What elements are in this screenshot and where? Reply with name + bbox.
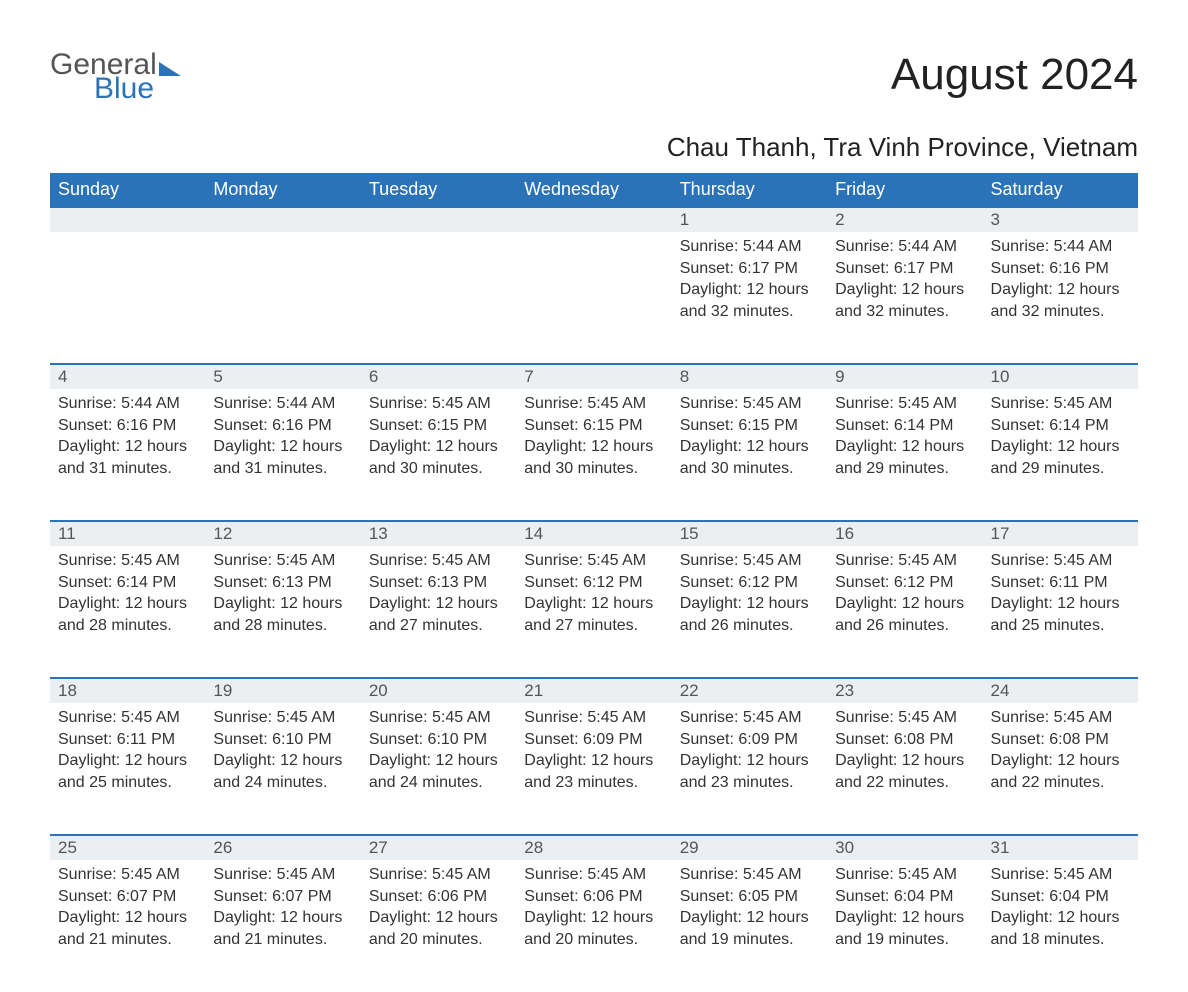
day-number-cell: 11 bbox=[50, 521, 205, 546]
day-header-row: Sunday Monday Tuesday Wednesday Thursday… bbox=[50, 173, 1138, 207]
col-saturday: Saturday bbox=[983, 173, 1138, 207]
day-number-cell: 22 bbox=[672, 678, 827, 703]
day-number-cell: 9 bbox=[827, 364, 982, 389]
page-title: August 2024 bbox=[891, 50, 1138, 100]
day-info-cell: Sunrise: 5:45 AMSunset: 6:14 PMDaylight:… bbox=[50, 546, 205, 678]
week-info-row: Sunrise: 5:45 AMSunset: 6:14 PMDaylight:… bbox=[50, 546, 1138, 678]
day-number-cell: 12 bbox=[205, 521, 360, 546]
day-number-cell: 5 bbox=[205, 364, 360, 389]
header: General Blue August 2024 bbox=[50, 50, 1138, 104]
day-info-cell: Sunrise: 5:45 AMSunset: 6:04 PMDaylight:… bbox=[983, 860, 1138, 992]
day-info-cell: Sunrise: 5:45 AMSunset: 6:07 PMDaylight:… bbox=[205, 860, 360, 992]
day-number-cell bbox=[205, 207, 360, 232]
day-number-cell: 23 bbox=[827, 678, 982, 703]
week-daynum-row: 18192021222324 bbox=[50, 678, 1138, 703]
day-number-cell bbox=[516, 207, 671, 232]
day-info-cell: Sunrise: 5:45 AMSunset: 6:04 PMDaylight:… bbox=[827, 860, 982, 992]
day-number-cell: 7 bbox=[516, 364, 671, 389]
day-info-cell: Sunrise: 5:45 AMSunset: 6:15 PMDaylight:… bbox=[672, 389, 827, 521]
day-number-cell: 18 bbox=[50, 678, 205, 703]
day-info-cell: Sunrise: 5:45 AMSunset: 6:08 PMDaylight:… bbox=[827, 703, 982, 835]
day-info-cell: Sunrise: 5:44 AMSunset: 6:17 PMDaylight:… bbox=[827, 232, 982, 364]
day-number-cell: 29 bbox=[672, 835, 827, 860]
day-number-cell: 3 bbox=[983, 207, 1138, 232]
day-number-cell: 25 bbox=[50, 835, 205, 860]
col-thursday: Thursday bbox=[672, 173, 827, 207]
week-info-row: Sunrise: 5:45 AMSunset: 6:11 PMDaylight:… bbox=[50, 703, 1138, 835]
day-info-cell: Sunrise: 5:44 AMSunset: 6:16 PMDaylight:… bbox=[983, 232, 1138, 364]
day-info-cell: Sunrise: 5:45 AMSunset: 6:12 PMDaylight:… bbox=[672, 546, 827, 678]
day-info-cell bbox=[516, 232, 671, 364]
day-info-cell: Sunrise: 5:45 AMSunset: 6:11 PMDaylight:… bbox=[983, 546, 1138, 678]
day-number-cell bbox=[361, 207, 516, 232]
day-info-cell: Sunrise: 5:45 AMSunset: 6:11 PMDaylight:… bbox=[50, 703, 205, 835]
day-number-cell: 26 bbox=[205, 835, 360, 860]
day-number-cell: 13 bbox=[361, 521, 516, 546]
week-info-row: Sunrise: 5:44 AMSunset: 6:17 PMDaylight:… bbox=[50, 232, 1138, 364]
col-tuesday: Tuesday bbox=[361, 173, 516, 207]
day-info-cell bbox=[361, 232, 516, 364]
week-info-row: Sunrise: 5:44 AMSunset: 6:16 PMDaylight:… bbox=[50, 389, 1138, 521]
day-number-cell: 16 bbox=[827, 521, 982, 546]
day-number-cell: 27 bbox=[361, 835, 516, 860]
day-info-cell: Sunrise: 5:45 AMSunset: 6:15 PMDaylight:… bbox=[361, 389, 516, 521]
day-info-cell: Sunrise: 5:45 AMSunset: 6:06 PMDaylight:… bbox=[361, 860, 516, 992]
logo-triangle-icon bbox=[159, 62, 181, 76]
day-number-cell: 24 bbox=[983, 678, 1138, 703]
logo-word2: Blue bbox=[94, 74, 181, 104]
day-info-cell: Sunrise: 5:44 AMSunset: 6:16 PMDaylight:… bbox=[205, 389, 360, 521]
day-info-cell: Sunrise: 5:45 AMSunset: 6:07 PMDaylight:… bbox=[50, 860, 205, 992]
day-number-cell bbox=[50, 207, 205, 232]
day-info-cell: Sunrise: 5:45 AMSunset: 6:12 PMDaylight:… bbox=[516, 546, 671, 678]
week-daynum-row: 123 bbox=[50, 207, 1138, 232]
day-number-cell: 8 bbox=[672, 364, 827, 389]
day-number-cell: 15 bbox=[672, 521, 827, 546]
week-daynum-row: 11121314151617 bbox=[50, 521, 1138, 546]
logo: General Blue bbox=[50, 50, 181, 104]
day-info-cell: Sunrise: 5:45 AMSunset: 6:10 PMDaylight:… bbox=[205, 703, 360, 835]
day-number-cell: 19 bbox=[205, 678, 360, 703]
location-subtitle: Chau Thanh, Tra Vinh Province, Vietnam bbox=[50, 132, 1138, 163]
col-wednesday: Wednesday bbox=[516, 173, 671, 207]
day-number-cell: 6 bbox=[361, 364, 516, 389]
week-info-row: Sunrise: 5:45 AMSunset: 6:07 PMDaylight:… bbox=[50, 860, 1138, 992]
day-number-cell: 14 bbox=[516, 521, 671, 546]
day-number-cell: 4 bbox=[50, 364, 205, 389]
day-number-cell: 20 bbox=[361, 678, 516, 703]
day-number-cell: 31 bbox=[983, 835, 1138, 860]
calendar-body: 123Sunrise: 5:44 AMSunset: 6:17 PMDaylig… bbox=[50, 207, 1138, 992]
week-daynum-row: 25262728293031 bbox=[50, 835, 1138, 860]
day-info-cell: Sunrise: 5:45 AMSunset: 6:08 PMDaylight:… bbox=[983, 703, 1138, 835]
day-info-cell: Sunrise: 5:45 AMSunset: 6:13 PMDaylight:… bbox=[361, 546, 516, 678]
day-number-cell: 28 bbox=[516, 835, 671, 860]
week-daynum-row: 45678910 bbox=[50, 364, 1138, 389]
day-number-cell: 2 bbox=[827, 207, 982, 232]
calendar-table: Sunday Monday Tuesday Wednesday Thursday… bbox=[50, 173, 1138, 992]
day-info-cell bbox=[205, 232, 360, 364]
day-number-cell: 30 bbox=[827, 835, 982, 860]
day-info-cell: Sunrise: 5:45 AMSunset: 6:10 PMDaylight:… bbox=[361, 703, 516, 835]
day-number-cell: 17 bbox=[983, 521, 1138, 546]
day-info-cell: Sunrise: 5:45 AMSunset: 6:14 PMDaylight:… bbox=[983, 389, 1138, 521]
day-info-cell: Sunrise: 5:44 AMSunset: 6:16 PMDaylight:… bbox=[50, 389, 205, 521]
day-number-cell: 10 bbox=[983, 364, 1138, 389]
day-info-cell: Sunrise: 5:45 AMSunset: 6:15 PMDaylight:… bbox=[516, 389, 671, 521]
day-info-cell: Sunrise: 5:44 AMSunset: 6:17 PMDaylight:… bbox=[672, 232, 827, 364]
day-info-cell: Sunrise: 5:45 AMSunset: 6:06 PMDaylight:… bbox=[516, 860, 671, 992]
day-number-cell: 21 bbox=[516, 678, 671, 703]
day-info-cell: Sunrise: 5:45 AMSunset: 6:09 PMDaylight:… bbox=[516, 703, 671, 835]
day-info-cell: Sunrise: 5:45 AMSunset: 6:12 PMDaylight:… bbox=[827, 546, 982, 678]
col-sunday: Sunday bbox=[50, 173, 205, 207]
day-info-cell: Sunrise: 5:45 AMSunset: 6:14 PMDaylight:… bbox=[827, 389, 982, 521]
day-info-cell: Sunrise: 5:45 AMSunset: 6:13 PMDaylight:… bbox=[205, 546, 360, 678]
col-monday: Monday bbox=[205, 173, 360, 207]
day-number-cell: 1 bbox=[672, 207, 827, 232]
day-info-cell bbox=[50, 232, 205, 364]
col-friday: Friday bbox=[827, 173, 982, 207]
day-info-cell: Sunrise: 5:45 AMSunset: 6:09 PMDaylight:… bbox=[672, 703, 827, 835]
day-info-cell: Sunrise: 5:45 AMSunset: 6:05 PMDaylight:… bbox=[672, 860, 827, 992]
